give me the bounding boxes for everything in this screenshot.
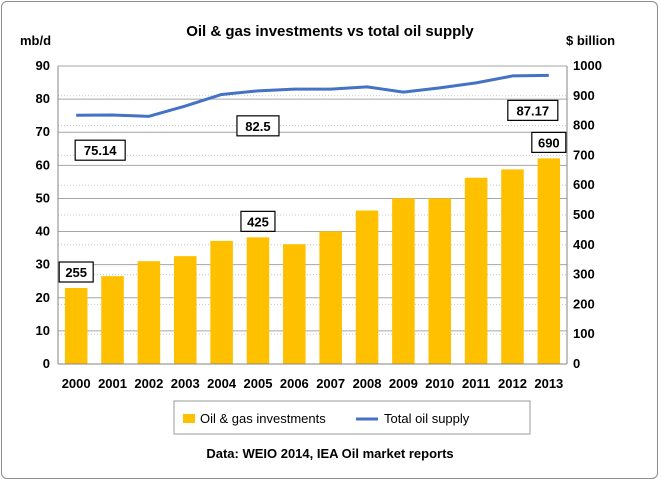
left-tick-label: 30	[36, 257, 50, 272]
x-tick-label: 2009	[389, 376, 418, 391]
right-tick-label: 500	[573, 207, 595, 222]
x-tick-label: 2000	[62, 376, 91, 391]
tick-labels: 0102030405060708090010020030040050060070…	[36, 58, 602, 391]
x-tick-label: 2006	[280, 376, 309, 391]
legend: Oil & gas investments Total oil supply	[173, 400, 531, 435]
left-tick-label: 60	[36, 157, 50, 172]
annotation-255: 255	[65, 265, 87, 280]
right-tick-label: 600	[573, 177, 595, 192]
x-tick-label: 2010	[425, 376, 454, 391]
annotation-87-17: 87.17	[517, 103, 550, 118]
annotation-75-14-box	[74, 139, 126, 161]
annotation-425-box	[240, 210, 276, 232]
annotation-690: 690	[538, 135, 560, 150]
annotation-255-box	[58, 261, 94, 283]
legend-label-oil-supply: Total oil supply	[384, 411, 470, 426]
left-tick-label: 80	[36, 91, 50, 106]
left-tick-label: 50	[36, 190, 50, 205]
x-tick-label: 2008	[353, 376, 382, 391]
left-axis-label: mb/d	[20, 33, 51, 48]
left-tick-label: 40	[36, 224, 50, 239]
annotation-82-5-box	[236, 115, 280, 137]
bar-2000	[64, 288, 88, 364]
bar-2004	[210, 240, 233, 364]
left-tick-label: 20	[36, 290, 50, 305]
gridlines	[58, 65, 567, 335]
bar-2002	[137, 261, 161, 364]
right-tick-label: 800	[573, 118, 595, 133]
x-tick-label: 2004	[207, 376, 237, 391]
right-tick-label: 100	[573, 326, 595, 341]
x-tick-label: 2012	[498, 376, 527, 391]
bar-2009	[392, 198, 415, 364]
bar-2006	[283, 244, 306, 364]
x-tick-label: 2003	[171, 376, 200, 391]
source-note: Data: WEIO 2014, IEA Oil market reports	[206, 446, 453, 461]
right-tick-label: 300	[573, 267, 595, 282]
oil-supply-line	[76, 73, 549, 118]
left-tick-label: 0	[43, 356, 50, 371]
right-tick-label: 1000	[573, 58, 602, 73]
legend-swatch-investments	[183, 414, 195, 423]
bar-2003	[173, 256, 197, 364]
left-tick-label: 70	[36, 124, 50, 139]
x-tick-label: 2013	[534, 376, 563, 391]
annotation-82-5: 82.5	[245, 119, 270, 134]
bar-2007	[319, 231, 342, 364]
x-tick-label: 2005	[244, 376, 273, 391]
line-series	[76, 73, 549, 118]
x-tick-label: 2001	[98, 376, 127, 391]
bar-2010	[428, 198, 452, 364]
bar-2013	[537, 158, 561, 364]
chart-title: Oil & gas investments vs total oil suppl…	[186, 23, 474, 40]
right-tick-label: 400	[573, 237, 595, 252]
bar-series	[64, 158, 561, 364]
annotation-87-17-box	[507, 99, 559, 121]
right-tick-label: 200	[573, 296, 595, 311]
right-axis-label: $ billion	[566, 33, 615, 48]
annotation-75-14: 75.14	[84, 143, 117, 158]
left-tick-label: 10	[36, 323, 50, 338]
axes	[57, 65, 568, 365]
legend-box	[173, 400, 531, 435]
annotations: 255 425 690 75.14 82.5 87.17	[58, 99, 567, 283]
x-tick-label: 2011	[462, 376, 490, 391]
annotation-425: 425	[247, 214, 269, 229]
bar-2008	[355, 210, 379, 364]
legend-label-investments: Oil & gas investments	[200, 411, 326, 426]
annotation-690-box	[531, 131, 567, 153]
x-tick-label: 2002	[134, 376, 163, 391]
right-tick-label: 900	[573, 88, 595, 103]
right-tick-label: 700	[573, 147, 595, 162]
x-tick-label: 2007	[316, 376, 345, 391]
bar-2001	[101, 276, 124, 364]
right-tick-label: 0	[573, 356, 580, 371]
bar-2011	[464, 177, 488, 364]
bar-2005	[246, 237, 270, 364]
bar-2012	[501, 169, 524, 364]
left-tick-label: 90	[36, 58, 50, 73]
